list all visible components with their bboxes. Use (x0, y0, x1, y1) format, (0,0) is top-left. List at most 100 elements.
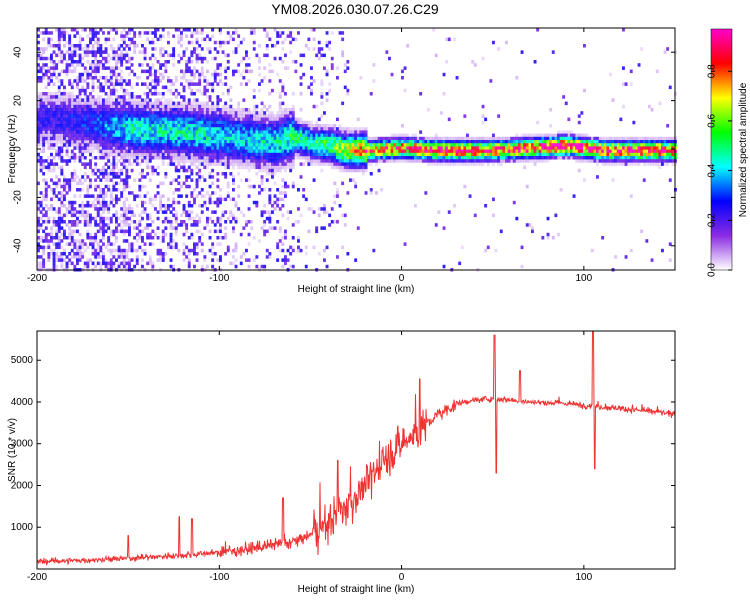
spectrogram-cell (299, 130, 303, 134)
spectrogram-cell (187, 236, 191, 240)
spectrogram-cell (268, 188, 272, 192)
spectrogram-cell (193, 72, 196, 77)
spectrogram-cell (57, 85, 61, 90)
spectrogram-cell (206, 165, 209, 170)
spectrogram-cell (60, 108, 64, 112)
spectrogram-cell (338, 124, 342, 128)
spectrogram-cell (115, 31, 118, 35)
spectrogram-cell (317, 149, 321, 154)
spectrogram-cell (304, 44, 308, 48)
spectrogram-cell (55, 127, 59, 131)
spectrogram-cell (486, 136, 490, 141)
spectrogram-cell (203, 204, 207, 208)
spectrogram-cell (102, 220, 105, 224)
spectrogram-cell (73, 200, 77, 205)
spectrogram-cell (65, 264, 69, 269)
spectrogram-cell (156, 149, 160, 154)
spectrogram-cell (122, 239, 126, 243)
spectrogram-cell (50, 159, 53, 163)
spectrogram-cell (362, 172, 365, 176)
spectrogram-cell (333, 152, 337, 157)
spectrogram-cell (174, 127, 178, 131)
spectrogram-cell (286, 165, 290, 170)
spectrogram-cell (107, 178, 111, 182)
spectrogram-cell (414, 143, 417, 147)
spectrogram-cell (193, 162, 196, 166)
spectrogram-cell (138, 178, 142, 182)
spectrogram-cell (138, 127, 142, 131)
spectrogram-cell (237, 146, 241, 150)
spectrogram-cell (76, 120, 79, 125)
spectrogram-cell (419, 140, 423, 144)
spectrogram-cell (198, 88, 202, 93)
spectrogram-cell (364, 191, 368, 195)
spectrogram-cell (115, 60, 118, 64)
spectrogram-cell (276, 72, 280, 77)
spectrogram-cell (354, 136, 358, 141)
spectrogram-cell (73, 252, 77, 256)
spectrogram-cell (130, 248, 134, 253)
spectrogram-cell (333, 146, 337, 150)
spectrogram-cell (304, 245, 308, 250)
spectrogram-cell (221, 111, 225, 115)
spectrogram-cell (242, 159, 246, 163)
spectrogram-cell (143, 117, 147, 122)
spectrogram-cell (55, 229, 59, 234)
spectrogram-cell (403, 136, 407, 141)
spectrogram-cell (260, 181, 264, 186)
spectrogram-cell (172, 136, 176, 141)
spectrogram-cell (60, 34, 64, 38)
spectrogram-cell (99, 127, 103, 131)
spectrogram-cell (213, 56, 217, 61)
spectrogram-cell (211, 28, 215, 32)
spectrogram-cell (125, 127, 129, 131)
spectrogram-cell (117, 127, 121, 131)
spectrogram-cell (65, 108, 69, 112)
spectrogram-cell (73, 53, 77, 58)
spectrogram-cell (346, 168, 350, 173)
spectrogram-cell (219, 111, 222, 115)
spectrogram-cell (310, 82, 313, 86)
spectrogram-cell (263, 130, 267, 134)
spectrogram-cell (297, 120, 300, 125)
spectrogram-cell (263, 111, 267, 115)
spectrogram-cell (265, 146, 269, 150)
spectrogram-cell (224, 40, 228, 45)
spectrogram-cell (195, 108, 199, 112)
spectrogram-cell (229, 117, 233, 122)
spectrogram-cell (60, 232, 64, 237)
spectrogram-cell (172, 264, 176, 269)
spectrogram-cell (195, 31, 199, 35)
spectrogram-cell (286, 146, 290, 150)
spectrogram-cell (252, 152, 256, 157)
spectrogram-cell (109, 69, 113, 74)
spectrogram-cell (320, 143, 324, 147)
spectrogram-cell (245, 143, 248, 147)
spectrogram-cell (354, 165, 358, 170)
spectrogram-cell (143, 210, 147, 214)
spectrogram-cell (271, 175, 274, 179)
spectrogram-cell (226, 216, 230, 221)
spectrogram-cell (94, 124, 98, 128)
spectrogram-cell (128, 98, 131, 102)
spectrogram-cell (37, 242, 40, 246)
spectrogram-cell (47, 159, 51, 163)
spectrogram-cell (83, 92, 87, 96)
spectrogram-cell (341, 53, 345, 58)
spectrogram-cell (141, 44, 144, 48)
spectrogram-cell (208, 172, 212, 176)
spectrogram-cell (229, 156, 233, 160)
spectrogram-cell (148, 117, 152, 122)
spectrogram-cell (47, 117, 51, 122)
spectrogram-cell (481, 140, 485, 144)
spectrogram-cell (57, 149, 61, 154)
spectrogram-cell (180, 108, 183, 112)
spectrogram-cell (195, 47, 199, 51)
spectrogram-cell (252, 165, 256, 170)
spectrogram-cell (211, 108, 215, 112)
spectrogram-cell (359, 130, 363, 134)
spectrogram-cell (195, 242, 199, 246)
spectrogram-cell (258, 114, 261, 118)
spectrogram-cell (50, 162, 53, 166)
spectrogram-cell (154, 197, 157, 202)
